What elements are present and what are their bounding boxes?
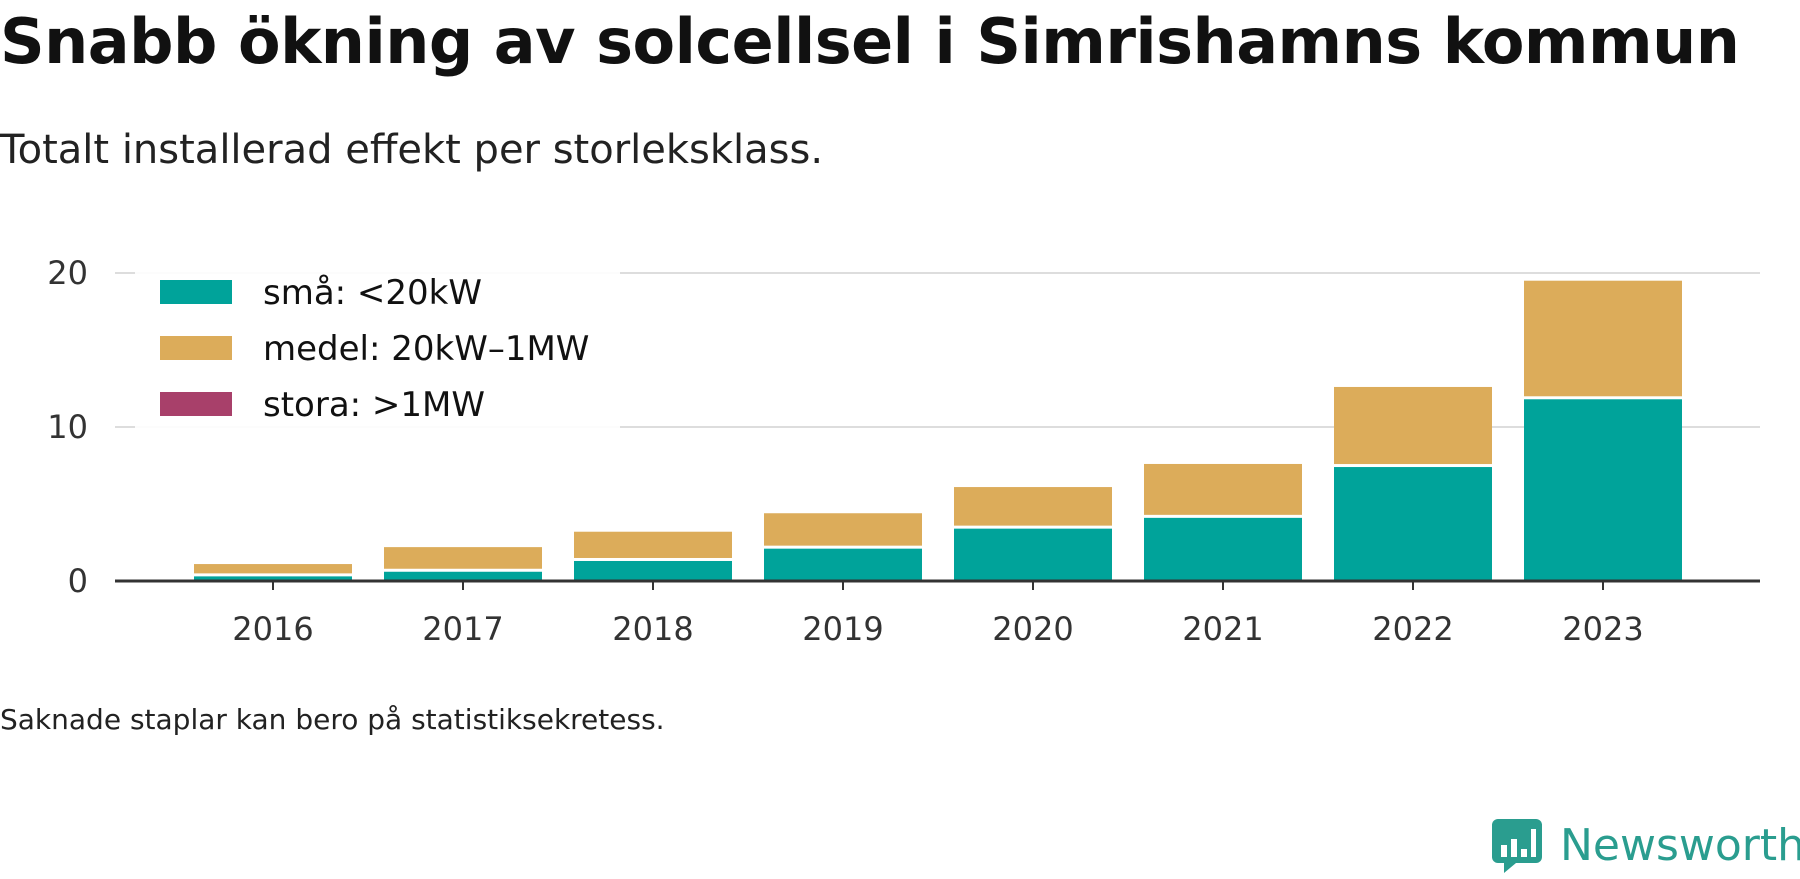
bar-segment [954,487,1112,526]
legend-label: medel: 20kW–1MW [263,329,589,369]
y-tick-label: 0 [68,562,88,600]
legend-label: små: <20kW [263,273,482,313]
bar-segment [384,547,542,569]
newsworthy-logo-icon [1492,819,1542,873]
bar-segment [764,513,922,546]
bar-segment [194,564,352,574]
bar-segment [1144,517,1302,581]
bar-segment [574,560,732,581]
bar-segment [764,548,922,581]
x-tick-label: 2019 [802,610,883,648]
legend-swatch [160,280,232,304]
bar-segment [194,576,352,581]
y-tick-label: 20 [47,254,88,292]
chart-subtitle: Totalt installerad effekt per storlekskl… [0,127,824,173]
x-tick-label: 2020 [992,610,1073,648]
bar-segment [1524,399,1682,581]
legend-label: stora: >1MW [263,385,485,425]
x-tick-label: 2021 [1182,610,1263,648]
x-tick-label: 2018 [612,610,693,648]
bar-segment [1334,386,1492,465]
bar-segment [1144,463,1302,515]
y-tick-label: 10 [47,408,88,446]
bar-segment [1524,280,1682,397]
x-tick-label: 2023 [1562,610,1643,648]
x-tick-label: 2016 [232,610,313,648]
stacked-bar-chart: 0 10 20 2016 2017 2018 2019 2020 2021 2022 2023 små… [47,254,1760,648]
legend-swatch [160,336,232,360]
brand-name: Newsworthy [1560,820,1800,871]
x-tick-label: 2022 [1372,610,1453,648]
x-tick-label: 2017 [422,610,503,648]
bar-segment [954,528,1112,581]
bar-segment [384,571,542,581]
bar-segment [1334,467,1492,581]
chart-title: Snabb ökning av solcellsel i Simrishamns… [0,5,1740,78]
bar-segment [574,531,732,558]
footnote: Saknade staplar kan bero på statistiksek… [0,703,665,736]
legend-swatch [160,392,232,416]
